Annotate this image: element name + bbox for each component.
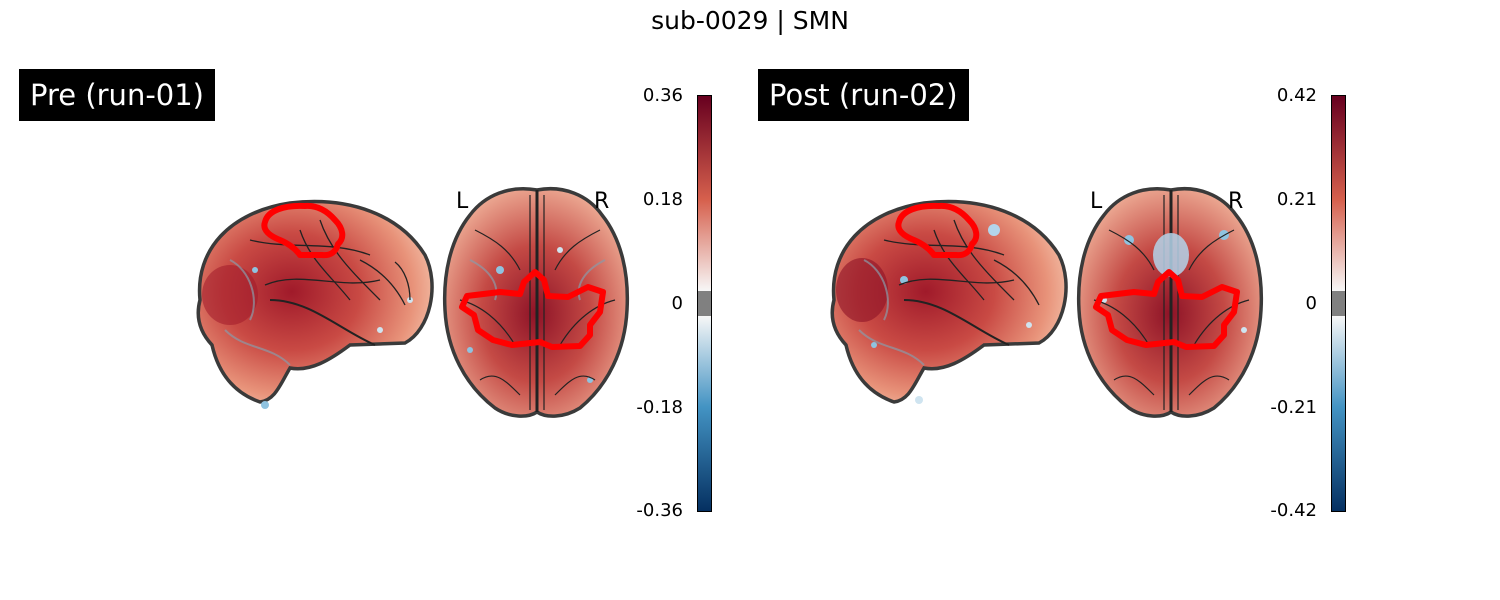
colorbar-tick-max: 0.36 xyxy=(642,85,683,106)
colorbar-tick-upper: 0.18 xyxy=(642,189,683,210)
colorbar-tick-max: 0.42 xyxy=(1276,85,1317,106)
colorbar-post xyxy=(1331,95,1346,512)
right-hemisphere-marker: R xyxy=(1228,189,1244,214)
panel-label-pre: Pre (run-01) xyxy=(19,69,215,121)
colorbar-tick-zero: 0 xyxy=(671,293,683,314)
colorbar-tick-upper: 0.21 xyxy=(1276,189,1317,210)
left-hemisphere-marker: L xyxy=(1090,189,1103,214)
sagittal-view-pre xyxy=(196,199,434,409)
figure-title: sub-0029 | SMN xyxy=(651,6,849,35)
colorbar-pre xyxy=(697,95,712,512)
sagittal-view-post xyxy=(830,199,1068,404)
left-hemisphere-marker: L xyxy=(456,189,469,214)
glass-brain-pre xyxy=(196,187,630,418)
panel-pre: Pre (run-01) xyxy=(19,69,712,521)
colorbar-tick-min: -0.36 xyxy=(636,500,683,521)
right-hemisphere-marker: R xyxy=(594,189,610,214)
colorbar-tick-zero: 0 xyxy=(1305,293,1317,314)
glass-brain-post xyxy=(830,187,1264,418)
axial-view-pre xyxy=(442,187,630,418)
colorbar-tick-lower: -0.18 xyxy=(636,397,683,418)
panel-label-post: Post (run-02) xyxy=(758,69,969,121)
colorbar-tick-lower: -0.21 xyxy=(1270,397,1317,418)
colorbar-tick-min: -0.42 xyxy=(1270,500,1317,521)
panel-post: Post (run-02) xyxy=(634,0,1384,600)
axial-view-post xyxy=(1076,187,1264,418)
